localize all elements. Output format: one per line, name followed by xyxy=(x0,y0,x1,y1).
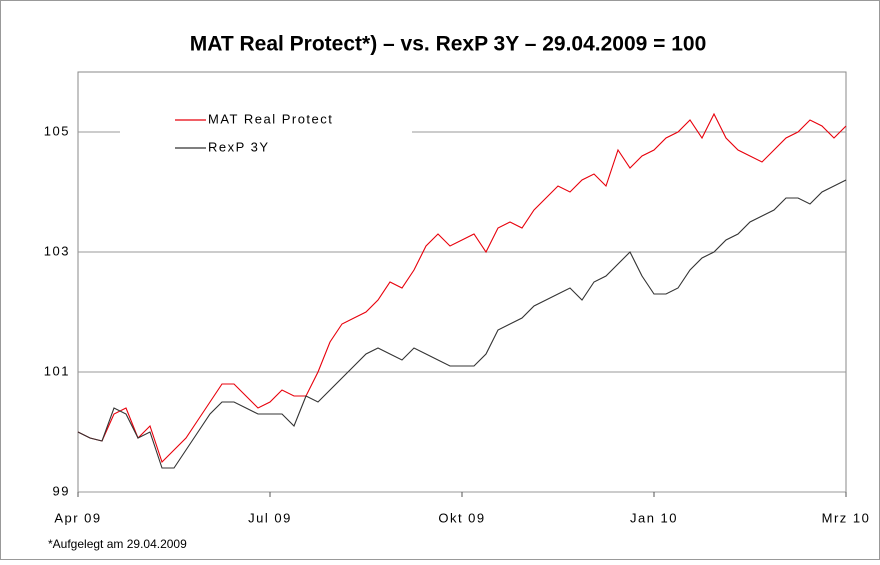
footnote: *Aufgelegt am 29.04.2009 xyxy=(48,537,187,551)
series-line xyxy=(77,112,847,464)
x-tick-label: Jul 09 xyxy=(248,510,292,525)
y-tick-label: 99 xyxy=(53,483,70,498)
chart-title: MAT Real Protect*) – vs. RexP 3Y – 29.04… xyxy=(190,33,707,56)
legend-label: MAT Real Protect xyxy=(208,111,333,126)
y-tick-label: 101 xyxy=(44,363,70,378)
x-tick-label: Okt 09 xyxy=(438,510,485,525)
x-tick-label: Mrz 10 xyxy=(822,510,871,525)
x-tick-label: Apr 09 xyxy=(54,510,101,525)
x-tick-label: Jan 10 xyxy=(630,510,678,525)
y-tick-label: 105 xyxy=(44,123,70,138)
legend-label: RexP 3Y xyxy=(208,139,270,154)
legend-box xyxy=(120,100,412,166)
y-tick-label: 103 xyxy=(44,243,70,258)
series-line xyxy=(77,179,847,469)
